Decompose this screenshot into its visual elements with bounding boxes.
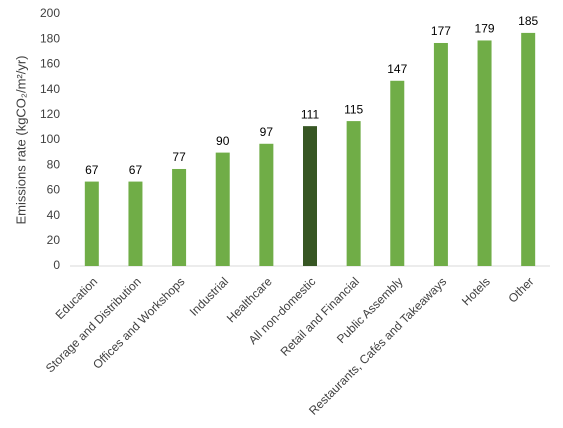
y-tick-label: 160 xyxy=(40,57,60,71)
bar xyxy=(303,126,317,266)
data-label: 115 xyxy=(344,102,363,116)
y-tick-label: 180 xyxy=(40,31,60,45)
data-label: 111 xyxy=(301,107,320,121)
bar xyxy=(215,152,230,266)
y-tick-label: 100 xyxy=(40,132,60,146)
bar xyxy=(346,121,361,266)
data-label: 147 xyxy=(387,62,407,76)
bar xyxy=(521,32,536,267)
x-tick-label: Other xyxy=(505,274,536,305)
y-tick-label: 40 xyxy=(47,208,61,222)
y-tick-label: 120 xyxy=(40,107,60,121)
data-label: 77 xyxy=(172,150,186,164)
data-label: 179 xyxy=(475,22,495,36)
data-label: 185 xyxy=(518,14,538,28)
y-tick-label: 140 xyxy=(40,82,60,96)
x-tick-label: Hotels xyxy=(459,274,493,308)
y-tick-label: 0 xyxy=(53,258,60,272)
bar xyxy=(433,42,448,267)
bar xyxy=(128,181,143,266)
data-label: 67 xyxy=(85,163,99,177)
y-tick-label: 60 xyxy=(47,183,61,197)
y-tick-label: 80 xyxy=(47,157,61,171)
y-tick-label: 20 xyxy=(47,233,61,247)
data-label: 177 xyxy=(431,24,451,38)
x-tick-label: Industrial xyxy=(187,274,231,318)
bar xyxy=(172,168,187,266)
bar xyxy=(84,181,99,266)
y-tick-label: 200 xyxy=(40,6,60,20)
data-label: 90 xyxy=(216,134,230,148)
y-axis-label: Emissions rate (kgCO₂/m²/yr) xyxy=(13,55,28,224)
bar xyxy=(390,80,405,266)
bar xyxy=(477,40,492,267)
data-label: 97 xyxy=(260,125,274,139)
x-tick-label: Retail and Financial xyxy=(278,274,362,358)
bar xyxy=(259,143,274,266)
data-label: 67 xyxy=(129,163,143,177)
